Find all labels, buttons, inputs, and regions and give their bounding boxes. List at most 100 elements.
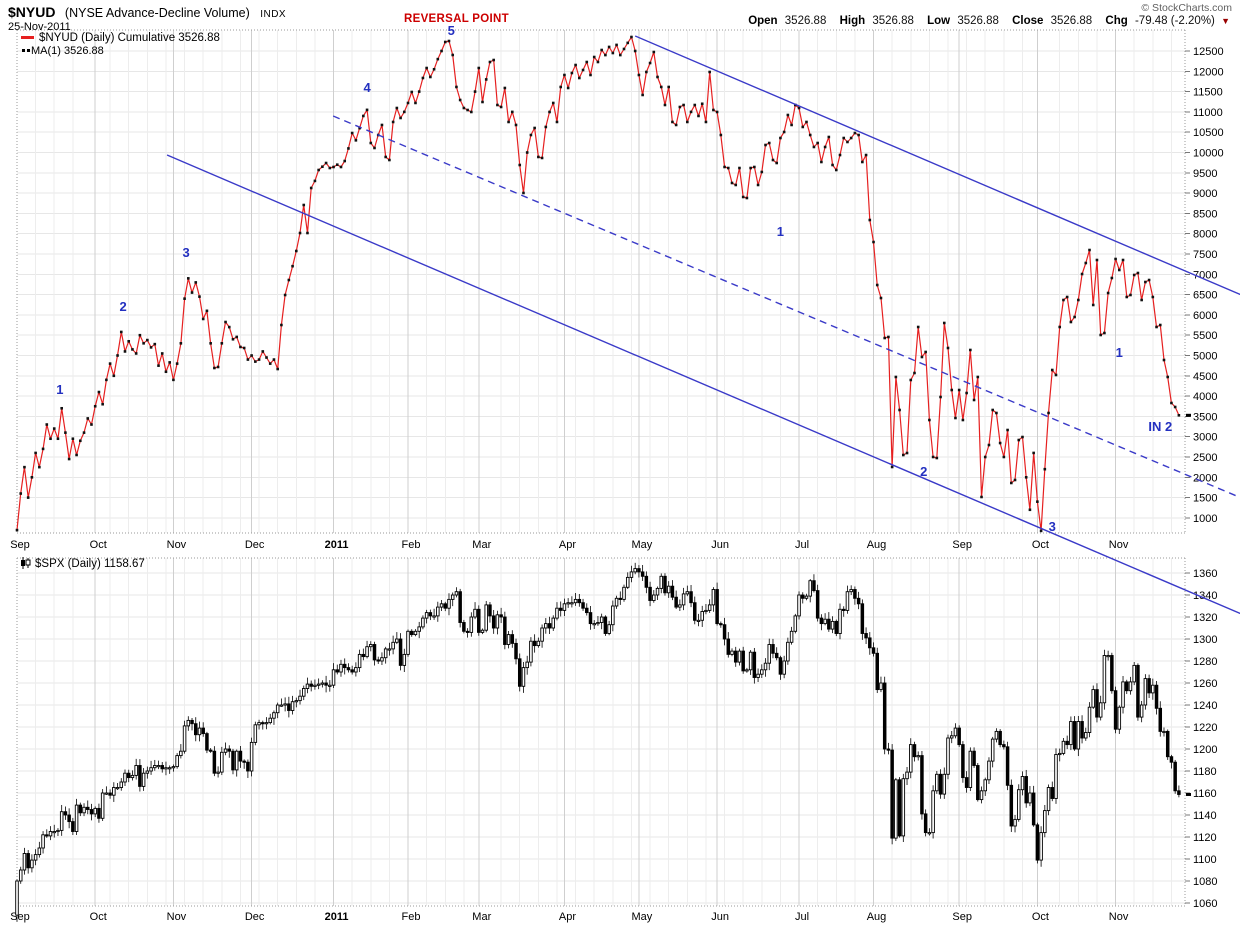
trendline-lower-channel xyxy=(166,154,1240,615)
wave-label: 3 xyxy=(1049,519,1056,534)
marker-swatch-icon xyxy=(27,48,30,52)
y-axis-tick-label: 6500 xyxy=(1193,290,1217,302)
low-label: Low xyxy=(927,15,951,27)
y-axis-tick-label: 9000 xyxy=(1193,188,1217,200)
wave-label: 1 xyxy=(777,224,784,239)
x-axis-label: Aug xyxy=(867,911,887,923)
y-axis-tick-label: 7000 xyxy=(1193,269,1217,281)
y-axis-tick-label: 1160 xyxy=(1193,788,1217,800)
chart-date: 25-Nov-2011 xyxy=(8,21,71,33)
x-axis-label: Jun xyxy=(711,911,729,923)
spx-candles-series xyxy=(15,562,1181,922)
nyud-legend-label: $NYUD (Daily) Cumulative 3526.88 xyxy=(39,32,220,44)
y-axis-tick-label: 9500 xyxy=(1193,168,1217,180)
close-label: Close xyxy=(1012,15,1044,27)
x-axis-label: Oct xyxy=(90,539,107,551)
spx-legend: $SPX (Daily) 1158.67 xyxy=(20,557,145,570)
y-axis-tick-label: 10500 xyxy=(1193,127,1224,139)
y-axis-tick-label: 3000 xyxy=(1193,432,1217,444)
wave-label: IN 2 xyxy=(1148,419,1172,434)
wave-label: 1 xyxy=(56,382,63,397)
x-axis-label: Nov xyxy=(167,539,187,551)
y-axis-tick-label: 2500 xyxy=(1193,452,1217,464)
trendline-mid-channel xyxy=(332,115,1240,499)
x-axis-label: Sep xyxy=(10,539,30,551)
y-axis-tick-label: 1200 xyxy=(1193,744,1217,756)
low-value: 3526.88 xyxy=(957,15,999,27)
down-triangle-icon: ▼ xyxy=(1221,16,1230,26)
y-axis-tick-label: 6000 xyxy=(1193,310,1217,322)
x-axis-label: Jul xyxy=(795,911,809,923)
y-axis-tick-label: 8000 xyxy=(1193,229,1217,241)
x-axis-label: Jul xyxy=(795,539,809,551)
nyud-markers xyxy=(15,35,1181,533)
y-axis-tick-label: 1280 xyxy=(1193,656,1217,668)
high-value: 3526.88 xyxy=(872,15,914,27)
ma-legend: MA(1) 3526.88 xyxy=(21,45,104,57)
trendline-upper-channel xyxy=(634,35,1240,296)
y-axis-tick-label: 1100 xyxy=(1193,854,1217,866)
y-axis-tick-label: 1500 xyxy=(1193,493,1217,505)
symbol-name: (NYSE Advance-Decline Volume) xyxy=(64,6,250,20)
x-axis-label: Dec xyxy=(245,911,265,923)
x-axis-label: 2011 xyxy=(325,539,349,551)
y-axis-tick-label: 1060 xyxy=(1193,898,1217,910)
y-axis-tick-label: 1340 xyxy=(1193,590,1217,602)
y-axis-tick-label: 5500 xyxy=(1193,330,1217,342)
x-axis-label: Oct xyxy=(90,911,107,923)
grid-layer xyxy=(17,30,1190,906)
y-axis-tick-label: 1260 xyxy=(1193,678,1217,690)
y-axis-tick-label: 2000 xyxy=(1193,472,1217,484)
x-axis-label: 2011 xyxy=(325,911,349,923)
open-label: Open xyxy=(748,15,778,27)
y-axis-tick-label: 1000 xyxy=(1193,513,1217,525)
x-axis-label: Sep xyxy=(10,911,30,923)
y-axis-tick-label: 1220 xyxy=(1193,722,1217,734)
x-axis-label: Aug xyxy=(867,539,887,551)
candlestick-icon xyxy=(21,557,31,569)
y-axis-tick-label: 11500 xyxy=(1193,87,1223,99)
y-axis-tick-label: 1080 xyxy=(1193,876,1217,888)
y-axis-tick-label: 4500 xyxy=(1193,371,1217,383)
x-axis-label: May xyxy=(632,539,653,551)
y-axis-tick-label: 1240 xyxy=(1193,700,1217,712)
close-value: 3526.88 xyxy=(1050,15,1093,27)
open-value: 3526.88 xyxy=(784,15,827,27)
y-axis-tick-label: 12000 xyxy=(1193,66,1224,78)
reversal-point-annotation: REVERSAL POINT xyxy=(404,13,509,25)
x-axis-label: Feb xyxy=(402,539,421,551)
chg-label: Chg xyxy=(1105,15,1128,27)
y-axis-tick-label: 8500 xyxy=(1193,208,1217,220)
x-axis-label: Nov xyxy=(1109,539,1129,551)
x-axis-label: Jun xyxy=(711,539,729,551)
panel-borders xyxy=(16,29,1186,907)
y-axis-tick-label: 4000 xyxy=(1193,391,1217,403)
last-price-marker xyxy=(1186,792,1191,796)
x-axis-label: Mar xyxy=(472,911,491,923)
wave-label: 1 xyxy=(1116,345,1123,360)
chg-value: -79.48 (-2.20%) xyxy=(1134,15,1215,27)
x-axis-label: Feb xyxy=(402,911,421,923)
y-axis-tick-label: 7500 xyxy=(1193,249,1217,261)
ohlc-readout: Open 3526.88 High 3526.88 Low 3526.88 Cl… xyxy=(748,15,1230,27)
y-axis-tick-label: 12500 xyxy=(1193,46,1224,58)
x-axis-label: Oct xyxy=(1032,539,1049,551)
x-axis-label: Apr xyxy=(559,911,576,923)
red-line-swatch-icon xyxy=(21,36,34,40)
y-axis-tick-label: 11000 xyxy=(1193,107,1223,119)
nyud-legend: $NYUD (Daily) Cumulative 3526.88 xyxy=(21,32,220,44)
spx-legend-label: $SPX (Daily) 1158.67 xyxy=(35,558,145,570)
x-axis-label: Mar xyxy=(472,539,491,551)
marker-swatch-icon xyxy=(22,48,25,52)
y-axis-tick-label: 3500 xyxy=(1193,411,1217,423)
x-axis-label: Apr xyxy=(559,539,576,551)
wave-label: 3 xyxy=(182,245,189,260)
copyright: © StockCharts.com xyxy=(1141,2,1232,14)
chart-title: $NYUD (NYSE Advance-Decline Volume) INDX xyxy=(8,4,286,22)
y-axis-tick-label: 1120 xyxy=(1193,832,1217,844)
y-axis-tick-label: 1140 xyxy=(1193,810,1217,822)
y-axis-tick-label: 1180 xyxy=(1193,766,1217,778)
y-axis-tick-label: 1320 xyxy=(1193,612,1217,624)
